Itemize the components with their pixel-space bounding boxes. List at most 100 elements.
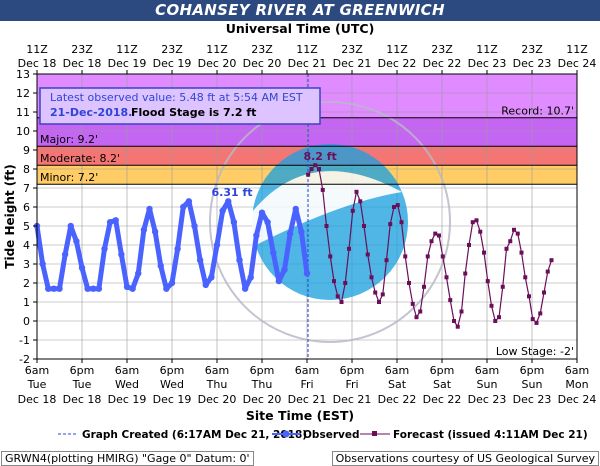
forecast-point — [429, 239, 434, 244]
bottom-tick-label-time: 6pm — [250, 364, 275, 377]
forecast-point — [459, 309, 464, 314]
bottom-tick-label-day: Tue — [72, 378, 92, 391]
observed-point — [123, 283, 131, 290]
observed-point — [264, 219, 271, 226]
forecast-point — [350, 208, 355, 213]
footer-gage-info: GRWN4(plotting HMIRG) "Gage 0" Datum: 0' — [1, 451, 254, 466]
observed-point — [258, 209, 266, 216]
bottom-tick-label-time: 6pm — [160, 364, 185, 377]
forecast-point — [403, 254, 408, 259]
forecast-point — [433, 231, 438, 236]
top-tick-label-time: 11Z — [386, 43, 408, 56]
bottom-tick-label-date: Dec 20 — [198, 393, 237, 406]
info-box-line2b: Flood Stage is 7.2 ft — [131, 106, 256, 119]
forecast-point — [377, 300, 381, 304]
top-tick-label-time: 11Z — [296, 43, 318, 56]
forecast-point — [399, 220, 404, 225]
bottom-tick-label-time: 6am — [565, 364, 589, 377]
forecast-point — [542, 290, 546, 295]
y-tick-label: 5 — [23, 220, 30, 233]
observed-point — [45, 285, 52, 292]
forecast-point — [534, 320, 539, 325]
bottom-tick-label-day: Wed — [115, 378, 139, 391]
peak-label: 6.31 ft — [211, 186, 252, 199]
forecast-point — [320, 187, 325, 192]
observed-point — [286, 230, 294, 237]
forecast-point — [384, 258, 389, 263]
threshold-label-low-stage: Low Stage: -2' — [496, 345, 574, 358]
top-tick-label-time: 11Z — [26, 43, 48, 56]
top-tick-label-time: 23Z — [251, 43, 273, 56]
legend-observed-label: Observed — [303, 429, 359, 441]
forecast-point — [493, 319, 498, 323]
info-box-line1: Latest observed value: 5.48 ft at 5:54 A… — [50, 91, 303, 104]
forecast-point — [373, 290, 378, 295]
bottom-tick-label-day: Thu — [206, 378, 228, 391]
forecast-point — [410, 301, 415, 306]
observed-point — [95, 285, 103, 292]
observed-point — [50, 285, 58, 292]
observed-point — [135, 270, 142, 277]
legend-forecast-label: Forecast (issued 4:11AM Dec 21) — [393, 429, 588, 441]
observed-point — [275, 277, 283, 285]
top-tick-label-date: Dec 24 — [558, 57, 597, 70]
observed-point — [140, 226, 148, 233]
top-axis-title: Universal Time (UTC) — [225, 21, 375, 36]
forecast-point — [313, 163, 318, 168]
forecast-point — [354, 189, 359, 194]
series-group — [33, 74, 554, 359]
forecast-point — [425, 254, 430, 259]
observed-point — [219, 207, 226, 214]
bottom-tick-label-time: 6am — [475, 364, 499, 377]
forecast-point — [530, 317, 535, 322]
top-tick-label-date: Dec 18 — [18, 57, 57, 70]
bottom-tick-label-date: Dec 18 — [63, 393, 102, 406]
forecast-point — [332, 279, 336, 284]
forecast-point — [437, 233, 441, 238]
forecast-point — [369, 275, 374, 280]
forecast-point — [365, 252, 370, 257]
legend-observed-marker — [282, 430, 290, 438]
top-tick-label-time: 23Z — [71, 43, 93, 56]
observed-point — [112, 217, 119, 224]
y-axis-title: Tide Height (ft) — [3, 164, 17, 268]
observed-point — [106, 219, 114, 226]
observed-point — [213, 241, 221, 249]
observed-point — [180, 203, 187, 211]
bottom-tick-label-day: Sat — [388, 378, 407, 391]
bottom-tick-label-date: Dec 22 — [423, 393, 462, 406]
observed-point — [202, 281, 209, 289]
bottom-tick-label-date: Dec 19 — [108, 393, 147, 406]
top-tick-label-date: Dec 23 — [468, 57, 507, 70]
y-tick-label: 6 — [23, 201, 30, 214]
forecast-point — [508, 239, 513, 244]
top-tick-label-date: Dec 22 — [378, 57, 417, 70]
bottom-tick-label-day: Tue — [27, 378, 47, 391]
bottom-tick-label-time: 6pm — [70, 364, 95, 377]
top-tick-label-date: Dec 20 — [243, 57, 282, 70]
top-tick-label-time: 11Z — [476, 43, 498, 56]
observed-point — [196, 257, 204, 264]
observed-point — [61, 251, 69, 258]
y-tick-label: 0 — [23, 315, 30, 328]
observed-point — [146, 205, 153, 213]
top-tick-label-date: Dec 19 — [153, 57, 192, 70]
forecast-point — [317, 167, 321, 171]
forecast-point — [324, 224, 329, 228]
y-tick-label: 10 — [16, 125, 30, 138]
observed-point — [247, 274, 254, 281]
bottom-tick-label-date: Dec 19 — [153, 393, 192, 406]
forecast-point — [504, 246, 509, 251]
forecast-point — [407, 281, 411, 285]
forecast-point — [500, 284, 505, 289]
bottom-tick-label-day: Sun — [522, 378, 543, 391]
threshold-label-minor: Minor: 7.2' — [40, 171, 98, 184]
observed-point — [225, 198, 232, 205]
observed-point — [185, 198, 193, 205]
forecast-point — [339, 300, 344, 304]
forecast-point — [497, 315, 501, 320]
observed-point — [191, 222, 198, 230]
observed-point — [241, 285, 249, 292]
observed-point — [78, 264, 86, 271]
